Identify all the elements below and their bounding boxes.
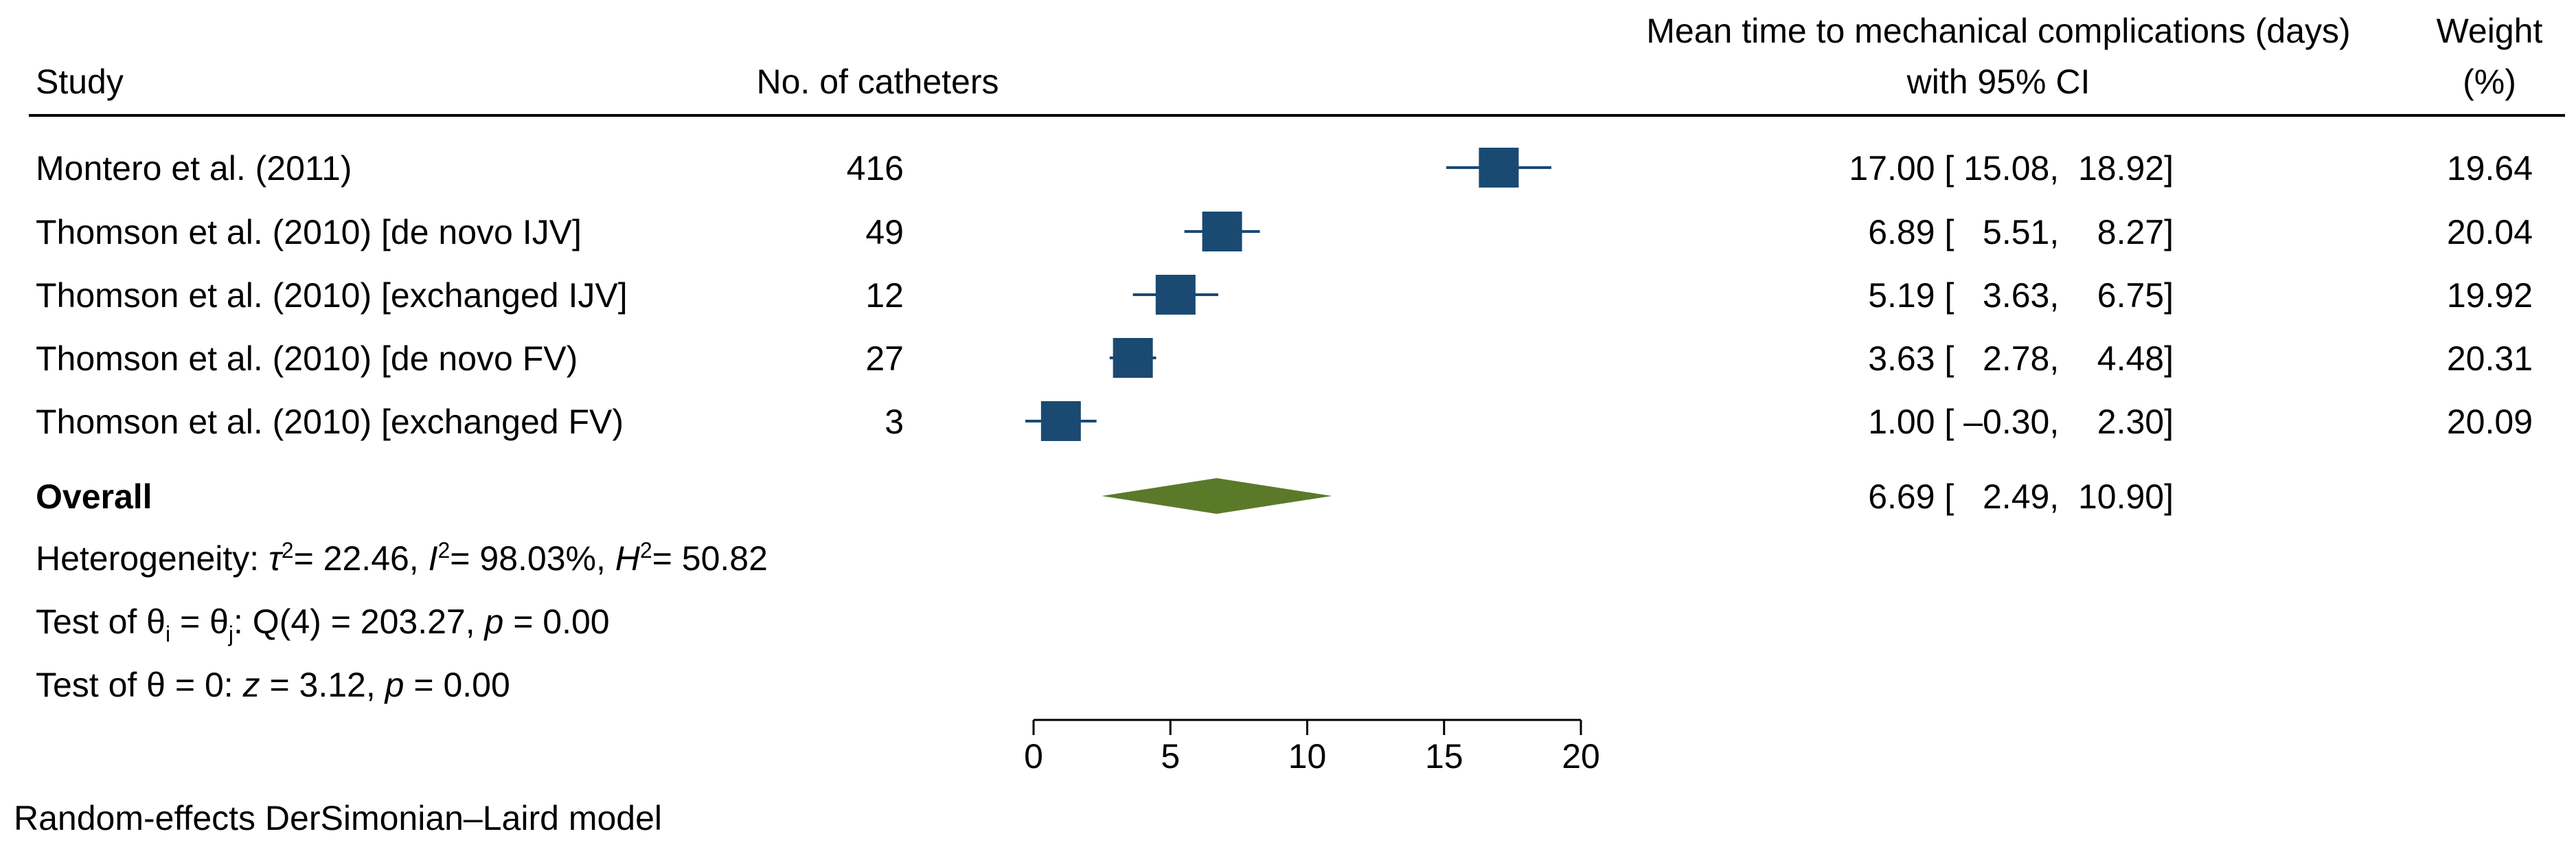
study-rows: Montero et al. (2011) 416 17.00 [ 15.08, 1…: [36, 148, 2533, 441]
study-ci-text: 6.89 [ 5.51, 8.27]: [1868, 213, 2174, 251]
heterogeneity-line: Heterogeneity: τ2= 22.46, I2= 98.03%, H2…: [36, 538, 768, 578]
study-weight: 19.64: [2447, 149, 2533, 188]
point-estimate-marker: [1040, 401, 1081, 441]
heterogeneity-label: Heterogeneity:: [36, 539, 269, 578]
study-n: 12: [865, 276, 904, 315]
x-tick-label: 15: [1425, 737, 1463, 776]
study-row: Thomson et al. (2010) [de novo IJV] 49 6.8…: [36, 212, 2533, 251]
test1-p: = 0.00: [503, 602, 609, 641]
p-symbol-1: p: [483, 602, 504, 641]
study-n: 416: [847, 149, 904, 188]
overall-ci-text: 6.69 [ 2.49, 10.90]: [1868, 477, 2174, 516]
test1-mid: = θ: [170, 602, 229, 641]
x-tick-label: 20: [1562, 737, 1600, 776]
point-estimate-marker: [1479, 148, 1519, 188]
h-sup: 2: [640, 538, 652, 563]
x-tick-label: 0: [1024, 737, 1043, 776]
study-ci-text: 5.19 [ 3.63, 6.75]: [1868, 276, 2174, 315]
test-effect-line: Test of θ = 0: z = 3.12, p = 0.00: [36, 666, 510, 704]
study-n: 49: [865, 213, 904, 251]
overall-label: Overall: [36, 477, 152, 516]
study-ci-text: 1.00 [ –0.30, 2.30]: [1868, 403, 2174, 441]
z-symbol: z: [242, 666, 260, 704]
study-weight: 19.92: [2447, 276, 2533, 315]
point-estimate-marker: [1202, 212, 1242, 251]
study-ci-text: 3.63 [ 2.78, 4.48]: [1868, 339, 2174, 378]
point-estimate-marker: [1113, 338, 1153, 378]
x-tick-label: 5: [1161, 737, 1180, 776]
header-catheters: No. of catheters: [757, 63, 999, 101]
test2-prefix: Test of θ = 0:: [36, 666, 243, 704]
model-note: Random-effects DerSimonian–Laird model: [14, 799, 662, 837]
tau-sup: 2: [282, 538, 294, 563]
header-effect-line2: with 95% CI: [1906, 63, 2090, 101]
header-effect-line1: Mean time to mechanical complications (d…: [1646, 12, 2350, 50]
study-weight: 20.04: [2447, 213, 2533, 251]
study-label: Thomson et al. (2010) [exchanged FV): [36, 403, 624, 441]
x-tick-label: 10: [1288, 737, 1327, 776]
test1-prefix: Test of θ: [36, 602, 166, 641]
i-symbol: I: [429, 539, 438, 578]
study-n: 27: [865, 339, 904, 378]
study-label: Thomson et al. (2010) [de novo IJV]: [36, 213, 582, 251]
h-value: = 50.82: [652, 539, 768, 578]
header-weight-line2: (%): [2463, 63, 2516, 101]
test1-suffix: : Q(4) = 203.27,: [233, 602, 484, 641]
p-symbol-2: p: [384, 666, 404, 704]
tau-symbol: τ: [269, 539, 284, 578]
sub-j: j: [228, 622, 233, 646]
header-weight-line1: Weight: [2437, 12, 2543, 50]
test-homogeneity-line: Test of θi = θj: Q(4) = 203.27, p = 0.00: [36, 602, 610, 646]
x-axis: 0 5 10 15 20: [1024, 719, 1600, 776]
study-ci-text: 17.00 [ 15.08, 18.92]: [1849, 149, 2174, 188]
study-row: Thomson et al. (2010) [de novo FV) 27 3.63…: [36, 338, 2533, 378]
i-sup: 2: [438, 538, 451, 563]
study-label: Montero et al. (2011): [36, 149, 352, 188]
header-study: Study: [36, 63, 124, 101]
study-weight: 20.31: [2447, 339, 2533, 378]
h-symbol: H: [615, 539, 641, 578]
sub-i: i: [166, 622, 170, 646]
test2-z: = 3.12,: [260, 666, 385, 704]
study-n: 3: [885, 403, 904, 441]
i-value: = 98.03%,: [450, 539, 615, 578]
study-row: Montero et al. (2011) 416 17.00 [ 15.08, 1…: [36, 148, 2533, 188]
tau-value: = 22.46,: [294, 539, 429, 578]
overall-diamond: [1102, 478, 1332, 514]
study-weight: 20.09: [2447, 403, 2533, 441]
study-label: Thomson et al. (2010) [de novo FV): [36, 339, 578, 378]
study-row: Thomson et al. (2010) [exchanged IJV] 12 5…: [36, 275, 2533, 315]
study-row: Thomson et al. (2010) [exchanged FV) 3 1.0…: [36, 401, 2533, 441]
point-estimate-marker: [1155, 275, 1196, 315]
test2-p: = 0.00: [404, 666, 510, 704]
study-label: Thomson et al. (2010) [exchanged IJV]: [36, 276, 628, 315]
